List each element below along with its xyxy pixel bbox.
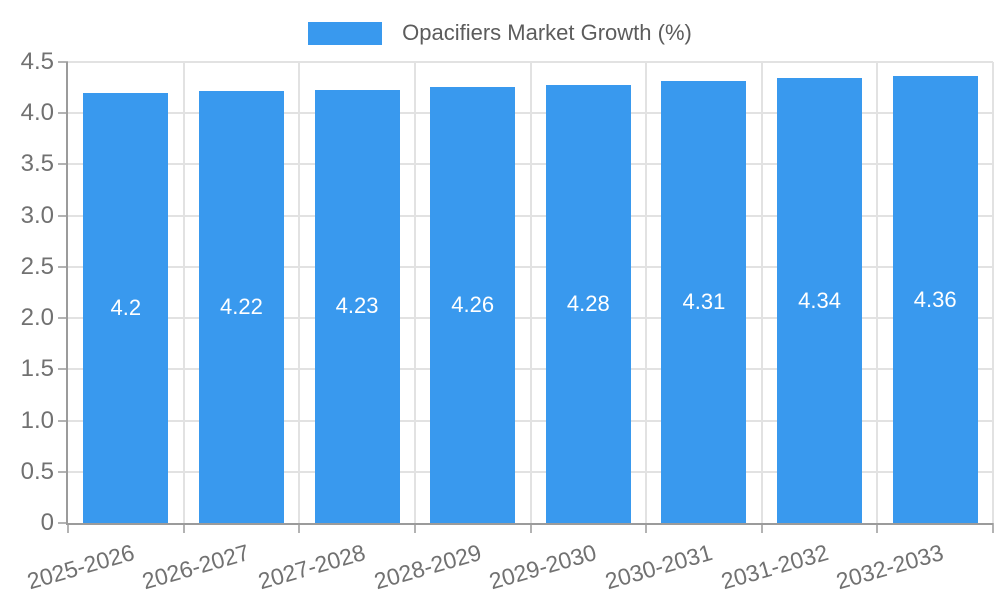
x-axis: [66, 523, 993, 525]
x-tick-mark: [182, 523, 185, 533]
bar: 4.36: [892, 76, 978, 523]
bar: 4.34: [777, 78, 863, 523]
y-tick-mark: [58, 368, 68, 371]
gridline-vertical: [645, 62, 648, 523]
y-tick-mark: [58, 470, 68, 473]
x-tick-mark: [876, 523, 879, 533]
y-tick-label: 0: [40, 509, 54, 536]
y-axis: [66, 62, 68, 523]
gridline-vertical: [760, 62, 763, 523]
x-tick-mark: [992, 523, 994, 533]
bar-value-label: 4.36: [913, 286, 957, 312]
y-tick-label: 1.0: [20, 406, 54, 434]
gridline-vertical: [529, 62, 532, 523]
bar: 4.2: [83, 92, 169, 523]
gridline-vertical: [182, 62, 185, 523]
x-tick-label: 2030-2031: [602, 539, 716, 595]
gridline-vertical: [298, 62, 301, 523]
y-tick-mark: [58, 112, 68, 115]
gridline-vertical: [876, 62, 879, 523]
x-tick-label: 2027-2028: [255, 539, 369, 595]
x-tick-label: 2028-2029: [370, 539, 484, 595]
legend-label[interactable]: Opacifiers Market Growth (%): [402, 20, 692, 45]
bar-value-label: 4.2: [110, 294, 142, 320]
legend: Opacifiers Market Growth (%): [0, 20, 1000, 46]
x-tick-label: 2026-2027: [139, 539, 253, 595]
y-tick-mark: [58, 163, 68, 166]
bar: 4.31: [661, 81, 747, 523]
x-tick-mark: [413, 523, 416, 533]
y-tick-label: 1.5: [20, 355, 54, 383]
legend-swatch[interactable]: [308, 21, 383, 45]
bar-value-label: 4.31: [682, 289, 726, 315]
bar: 4.28: [545, 84, 631, 523]
x-tick-label: 2032-2033: [833, 539, 947, 595]
x-tick-mark: [529, 523, 532, 533]
x-tick-label: 2025-2026: [24, 539, 137, 595]
gridline-vertical: [413, 62, 416, 523]
y-tick-mark: [58, 419, 68, 422]
x-tick-mark: [645, 523, 648, 533]
bar-value-label: 4.26: [451, 291, 495, 317]
x-tick-label: 2031-2032: [717, 539, 831, 595]
y-tick-label: 2.0: [20, 304, 54, 332]
bar: 4.23: [314, 89, 400, 523]
y-tick-label: 2.5: [20, 252, 54, 280]
bar-value-label: 4.28: [566, 290, 610, 316]
bar: 4.26: [430, 86, 516, 523]
x-tick-label: 2029-2030: [486, 539, 600, 595]
bar: 4.22: [198, 90, 284, 523]
y-tick-label: 4.0: [20, 99, 54, 127]
y-tick-mark: [58, 522, 68, 524]
y-tick-label: 4.5: [20, 48, 54, 75]
y-tick-label: 3.0: [20, 201, 54, 229]
bar-value-label: 4.23: [335, 293, 379, 319]
bar-value-label: 4.22: [220, 293, 263, 319]
bar-value-label: 4.34: [798, 287, 841, 313]
y-tick-label: 3.5: [20, 150, 54, 178]
y-tick-mark: [58, 317, 68, 320]
x-tick-mark: [298, 523, 301, 533]
x-tick-mark: [760, 523, 763, 533]
y-tick-mark: [58, 265, 68, 268]
x-tick-mark: [67, 523, 69, 533]
y-tick-label: 0.5: [20, 457, 54, 485]
y-tick-mark: [58, 61, 68, 63]
gridline-vertical: [992, 62, 994, 523]
y-tick-mark: [58, 214, 68, 217]
